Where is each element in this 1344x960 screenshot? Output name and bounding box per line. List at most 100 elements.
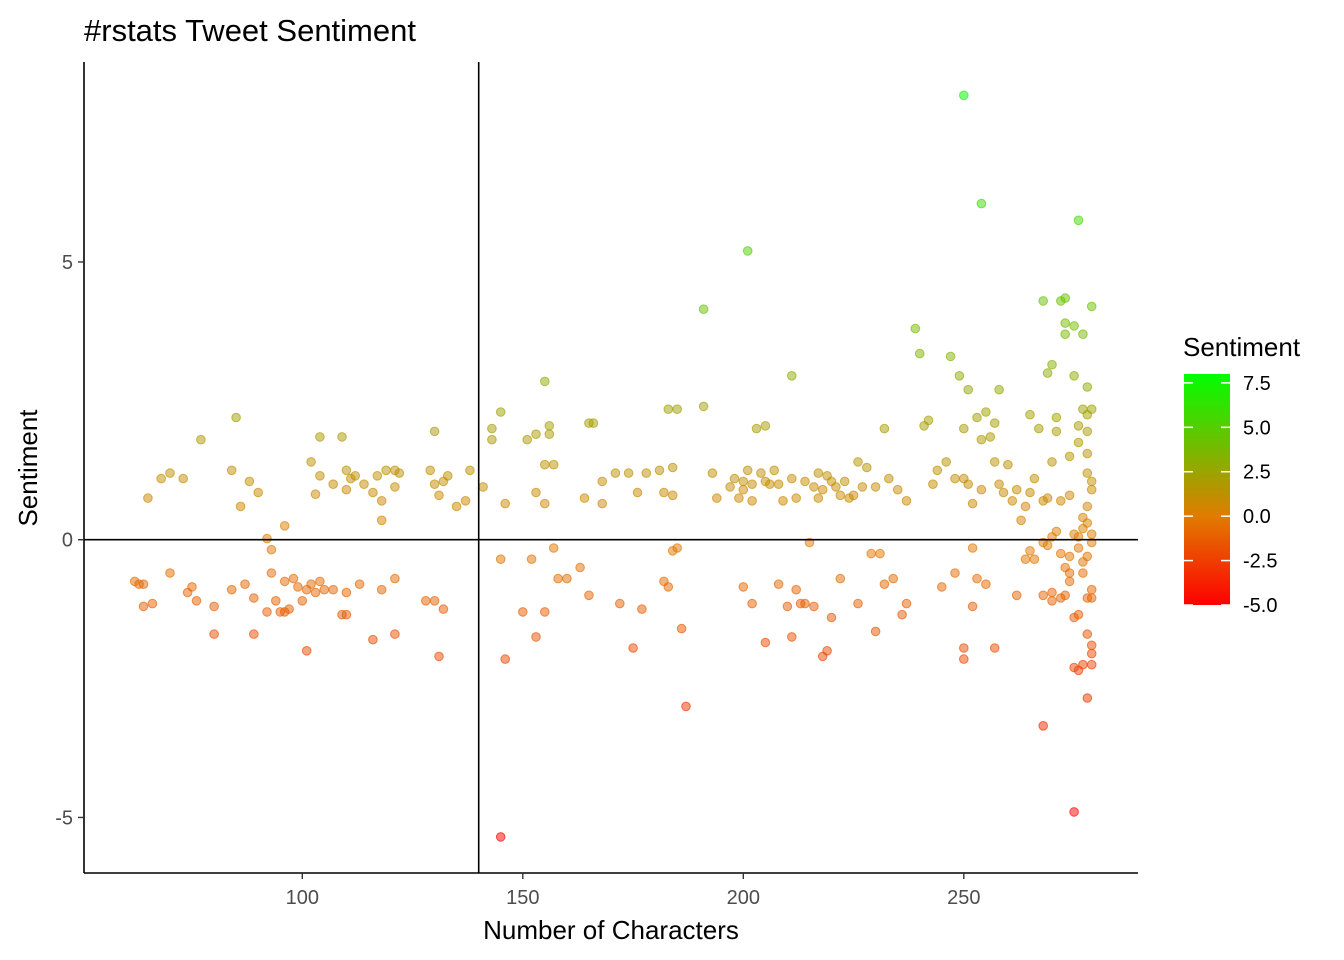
colorbar-tick-label: 5.0 (1243, 417, 1271, 439)
data-point (707, 468, 718, 478)
data-point (249, 629, 259, 639)
data-point (698, 401, 709, 412)
data-point (747, 479, 757, 490)
data-point (773, 579, 784, 590)
data-point (672, 404, 683, 415)
data-point (676, 623, 687, 634)
data-point (487, 434, 497, 445)
data-point (1078, 329, 1088, 340)
data-point (1064, 490, 1075, 501)
data-point (487, 423, 497, 434)
data-point (663, 404, 674, 415)
data-point (359, 479, 369, 490)
data-point (531, 429, 541, 440)
data-point (698, 304, 709, 315)
data-point (769, 465, 780, 476)
data-point (901, 496, 912, 506)
data-point (500, 654, 511, 664)
data-point (138, 601, 149, 612)
data-point (266, 568, 277, 578)
data-point (1086, 404, 1097, 415)
data-point (1025, 546, 1035, 556)
data-point (1029, 473, 1040, 484)
data-point (1086, 476, 1097, 487)
data-point (1082, 448, 1093, 459)
data-point (293, 582, 303, 592)
data-point (672, 543, 683, 553)
data-point (1064, 451, 1075, 462)
data-point (738, 582, 749, 592)
data-point (901, 598, 912, 609)
data-point (963, 479, 974, 490)
data-point (306, 457, 316, 467)
data-point (138, 579, 149, 590)
data-point (791, 584, 802, 595)
data-point (244, 476, 255, 487)
data-point (429, 426, 440, 437)
data-point (870, 626, 881, 637)
data-point (959, 654, 969, 664)
data-point (782, 601, 793, 612)
colorbar-tick-label: 7.5 (1243, 373, 1271, 395)
data-point (659, 487, 669, 498)
data-point (941, 457, 952, 467)
data-point (1082, 382, 1093, 392)
data-point (826, 612, 837, 623)
data-point (835, 490, 846, 501)
data-point (209, 629, 219, 639)
data-point (831, 482, 841, 492)
x-tick-label: 250 (947, 887, 980, 909)
data-point (760, 637, 771, 648)
data-point (994, 479, 1004, 490)
data-point (787, 473, 797, 484)
data-point (240, 579, 250, 590)
data-point (1086, 301, 1097, 312)
data-point (954, 371, 965, 381)
data-point (892, 484, 903, 495)
data-point (738, 476, 749, 487)
data-point (835, 573, 846, 584)
data-point (989, 643, 1000, 653)
data-point (354, 579, 365, 590)
data-point (1064, 568, 1075, 578)
chart-title: #rstats Tweet Sentiment (84, 13, 416, 48)
data-point (165, 468, 175, 478)
data-point (178, 473, 188, 484)
data-point (341, 609, 352, 620)
data-point (579, 493, 590, 503)
data-point (1038, 590, 1048, 601)
data-point (1007, 496, 1018, 506)
data-point (279, 576, 290, 587)
data-point (341, 484, 352, 495)
data-point (284, 604, 294, 614)
data-point (390, 629, 400, 639)
data-point (421, 596, 431, 606)
data-point (1060, 590, 1070, 601)
data-point (429, 479, 440, 490)
data-point (310, 489, 321, 500)
data-point (1082, 518, 1093, 528)
data-point (848, 490, 859, 501)
data-point (548, 459, 559, 470)
data-point (495, 554, 506, 565)
data-point (747, 496, 757, 506)
data-point (279, 521, 290, 531)
data-point (522, 434, 533, 445)
data-point (434, 651, 444, 662)
data-point (368, 634, 378, 645)
x-tick-label: 150 (506, 887, 539, 909)
y-tick-label: -5 (55, 807, 73, 829)
data-point (967, 543, 978, 553)
y-axis-ticks: -5 0 5 (55, 252, 84, 829)
data-point (438, 604, 449, 614)
x-tick-label: 200 (727, 887, 760, 909)
data-point (315, 576, 325, 587)
data-point (972, 573, 982, 584)
data-point (1047, 587, 1057, 598)
data-point (610, 468, 621, 478)
legend-title: Sentiment (1183, 332, 1301, 362)
data-point (540, 376, 550, 387)
data-point (1047, 359, 1057, 370)
data-point (575, 562, 585, 573)
points-layer (129, 90, 1097, 842)
